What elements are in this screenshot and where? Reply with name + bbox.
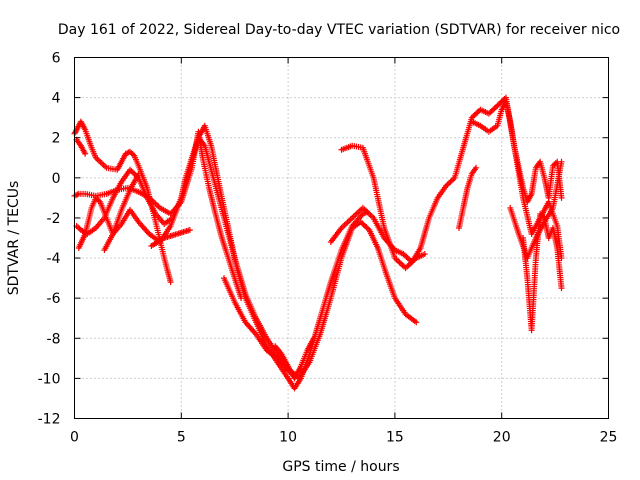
y-tick-label: -10 — [38, 371, 61, 387]
axis-ticks — [74, 57, 609, 419]
data-points — [71, 94, 565, 392]
x-tick-label: 25 — [600, 430, 618, 446]
x-tick-label: 15 — [386, 430, 404, 446]
y-tick-label: -4 — [47, 251, 61, 267]
data-point-marker — [558, 158, 565, 165]
y-tick-label: 6 — [52, 51, 61, 67]
y-tick-label: 4 — [52, 91, 61, 107]
x-tick-label: 5 — [177, 430, 186, 446]
data-point-marker — [473, 164, 480, 171]
y-tick-label: -6 — [47, 291, 61, 307]
series-arc-11 — [338, 142, 428, 272]
x-tick-label: 0 — [70, 430, 79, 446]
data-point-marker — [413, 319, 420, 326]
x-axis-title: GPS time / hours — [282, 459, 399, 475]
series-arc-5 — [148, 226, 193, 250]
data-point-marker — [82, 150, 89, 157]
series-arc-9 — [272, 335, 317, 382]
chart-title: Day 161 of 2022, Sidereal Day-to-day VTE… — [58, 22, 620, 38]
plot-frame — [74, 57, 609, 419]
y-axis-title: SDTVAR / TECUs — [6, 181, 22, 296]
x-tick-label: 20 — [493, 430, 511, 446]
data-point-marker — [167, 279, 174, 286]
y-tick-label: -12 — [38, 412, 61, 428]
data-point-marker — [558, 285, 565, 292]
y-tick-label: -8 — [47, 331, 61, 347]
data-point-marker — [310, 335, 317, 342]
y-tick-label: -2 — [47, 211, 61, 227]
series-arc-12 — [455, 164, 480, 231]
x-tick-label: 10 — [279, 430, 297, 446]
data-point-marker — [135, 170, 142, 177]
y-tick-label: 0 — [52, 171, 61, 187]
y-tick-labels: -12 -10 -8 -6 -4 -2 0 2 4 6 — [38, 51, 61, 428]
data-point-marker — [558, 194, 565, 201]
data-point-marker — [421, 251, 428, 258]
y-tick-label: 2 — [52, 131, 61, 147]
series-arc-15 — [507, 158, 565, 262]
data-point-marker — [186, 226, 193, 233]
series-arc-7 — [101, 170, 142, 254]
x-tick-labels: 0 5 10 15 20 25 — [70, 430, 617, 446]
